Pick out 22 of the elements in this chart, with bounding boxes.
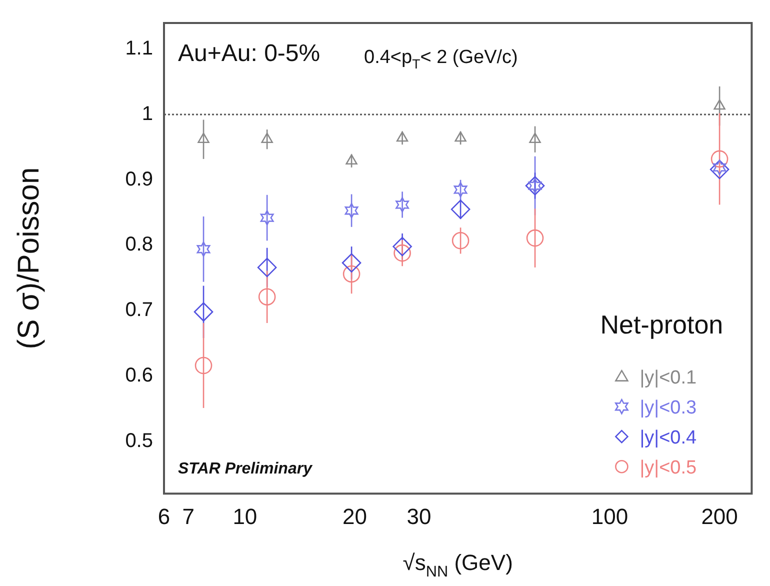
x-tick-label: 30 [406,504,432,529]
x-tick-label: 10 [232,504,258,529]
legend-label: |y|<0.1 [640,368,697,389]
y-axis-title: (S σ)/Poisson [12,167,46,350]
y-tick-label: 0.8 [125,234,153,256]
y-tick-label: 0.6 [125,364,153,386]
annotation: Au+Au: 0-5% [178,40,320,67]
y-tick-label: 1.1 [125,38,153,60]
legend-label: |y|<0.3 [640,398,697,419]
legend-title: Net-proton [600,310,724,340]
x-tick-label: 100 [591,504,628,529]
x-tick-label: 200 [701,504,738,529]
legend-label: |y|<0.5 [640,458,697,479]
x-tick-label: 20 [342,504,367,529]
y-tick-label: 0.5 [125,430,153,452]
legend-label: |y|<0.4 [640,428,698,449]
x-tick-label: 6 [158,504,170,529]
y-tick-label: 0.7 [125,299,153,322]
annotation: STAR Preliminary [178,460,314,478]
y-tick-label: 0.9 [125,168,153,190]
y-tick-label: 1 [142,103,153,126]
x-tick-label: 7 [182,504,195,529]
